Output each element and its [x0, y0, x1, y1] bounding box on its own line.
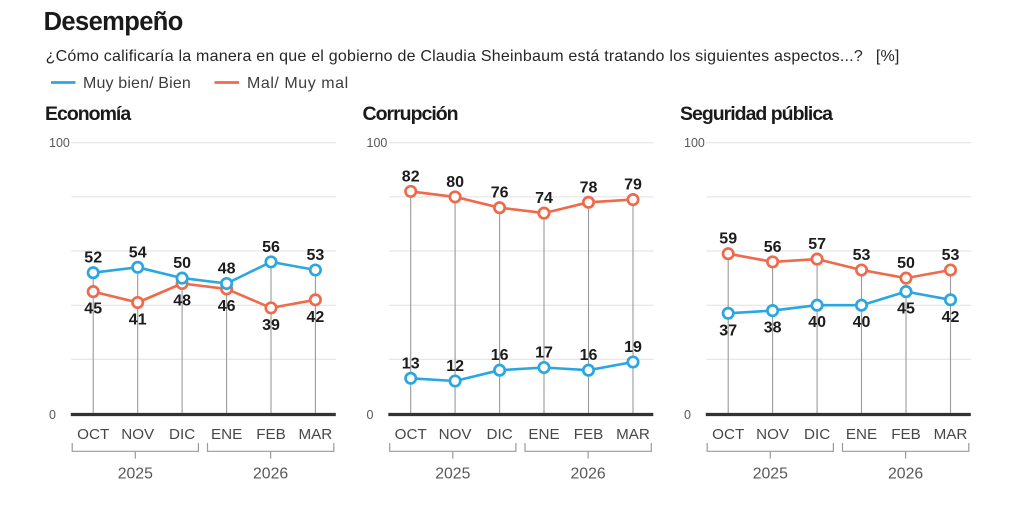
svg-text:41: 41	[129, 312, 147, 329]
svg-text:74: 74	[535, 190, 553, 207]
svg-text:48: 48	[218, 261, 236, 278]
svg-text:54: 54	[129, 244, 147, 261]
svg-text:MAR: MAR	[616, 426, 650, 443]
svg-text:DIC: DIC	[487, 426, 513, 443]
svg-text:37: 37	[719, 322, 737, 339]
svg-text:59: 59	[719, 231, 737, 248]
svg-text:45: 45	[84, 301, 102, 318]
svg-text:42: 42	[307, 309, 325, 326]
svg-text:80: 80	[446, 174, 464, 191]
svg-text:50: 50	[173, 255, 191, 272]
svg-text:OCT: OCT	[77, 426, 109, 443]
svg-text:40: 40	[853, 314, 871, 331]
svg-text:MAR: MAR	[299, 426, 333, 443]
svg-text:78: 78	[580, 179, 598, 196]
svg-text:ENE: ENE	[528, 426, 559, 443]
svg-text:NOV: NOV	[439, 426, 473, 443]
svg-text:OCT: OCT	[712, 426, 744, 443]
svg-text:DIC: DIC	[169, 426, 195, 443]
svg-text:38: 38	[764, 320, 782, 337]
svg-text:53: 53	[853, 247, 871, 264]
svg-text:ENE: ENE	[846, 426, 877, 443]
svg-text:FEB: FEB	[256, 426, 286, 443]
svg-text:Economía: Economía	[45, 103, 131, 125]
svg-text:45: 45	[897, 301, 915, 318]
svg-text:2025: 2025	[753, 466, 788, 483]
svg-text:76: 76	[491, 185, 509, 202]
svg-text:MAR: MAR	[934, 426, 968, 443]
svg-text:2026: 2026	[253, 466, 288, 483]
svg-text:39: 39	[262, 317, 280, 334]
svg-text:42: 42	[942, 309, 960, 326]
svg-text:48: 48	[173, 293, 191, 310]
svg-text:16: 16	[491, 347, 509, 364]
svg-text:¿Cómo calificaría la manera en: ¿Cómo calificaría la manera en que el go…	[46, 48, 900, 65]
svg-text:79: 79	[624, 177, 642, 194]
svg-text:Muy bien/ Bien: Muy bien/ Bien	[83, 75, 191, 92]
svg-text:Seguridad pública: Seguridad pública	[680, 103, 833, 125]
svg-text:Mal/ Muy mal: Mal/ Muy mal	[247, 75, 349, 92]
svg-text:Corrupción: Corrupción	[363, 103, 458, 125]
svg-text:40: 40	[808, 314, 826, 331]
svg-text:DIC: DIC	[804, 426, 830, 443]
svg-text:56: 56	[764, 239, 782, 256]
svg-text:13: 13	[402, 355, 420, 372]
svg-text:FEB: FEB	[891, 426, 921, 443]
svg-text:52: 52	[84, 250, 102, 267]
svg-text:2026: 2026	[888, 466, 923, 483]
svg-text:56: 56	[262, 239, 280, 256]
svg-text:2025: 2025	[435, 466, 470, 483]
svg-text:2026: 2026	[571, 466, 606, 483]
svg-text:46: 46	[218, 298, 236, 315]
svg-text:2025: 2025	[118, 466, 153, 483]
svg-text:100: 100	[49, 136, 70, 150]
svg-text:100: 100	[684, 136, 705, 150]
svg-text:50: 50	[897, 255, 915, 272]
svg-text:0: 0	[684, 408, 691, 422]
svg-text:FEB: FEB	[574, 426, 604, 443]
svg-text:57: 57	[808, 236, 826, 253]
svg-text:NOV: NOV	[121, 426, 155, 443]
svg-text:Desempeño: Desempeño	[44, 8, 183, 36]
svg-text:0: 0	[49, 408, 56, 422]
svg-text:100: 100	[367, 136, 388, 150]
svg-text:53: 53	[942, 247, 960, 264]
svg-text:ENE: ENE	[211, 426, 242, 443]
svg-text:16: 16	[580, 347, 598, 364]
svg-text:53: 53	[307, 247, 325, 264]
svg-text:82: 82	[402, 168, 420, 185]
svg-text:12: 12	[446, 358, 464, 375]
svg-text:19: 19	[624, 339, 642, 356]
svg-text:OCT: OCT	[395, 426, 427, 443]
svg-text:NOV: NOV	[756, 426, 790, 443]
svg-text:17: 17	[535, 345, 553, 362]
svg-text:0: 0	[367, 408, 374, 422]
